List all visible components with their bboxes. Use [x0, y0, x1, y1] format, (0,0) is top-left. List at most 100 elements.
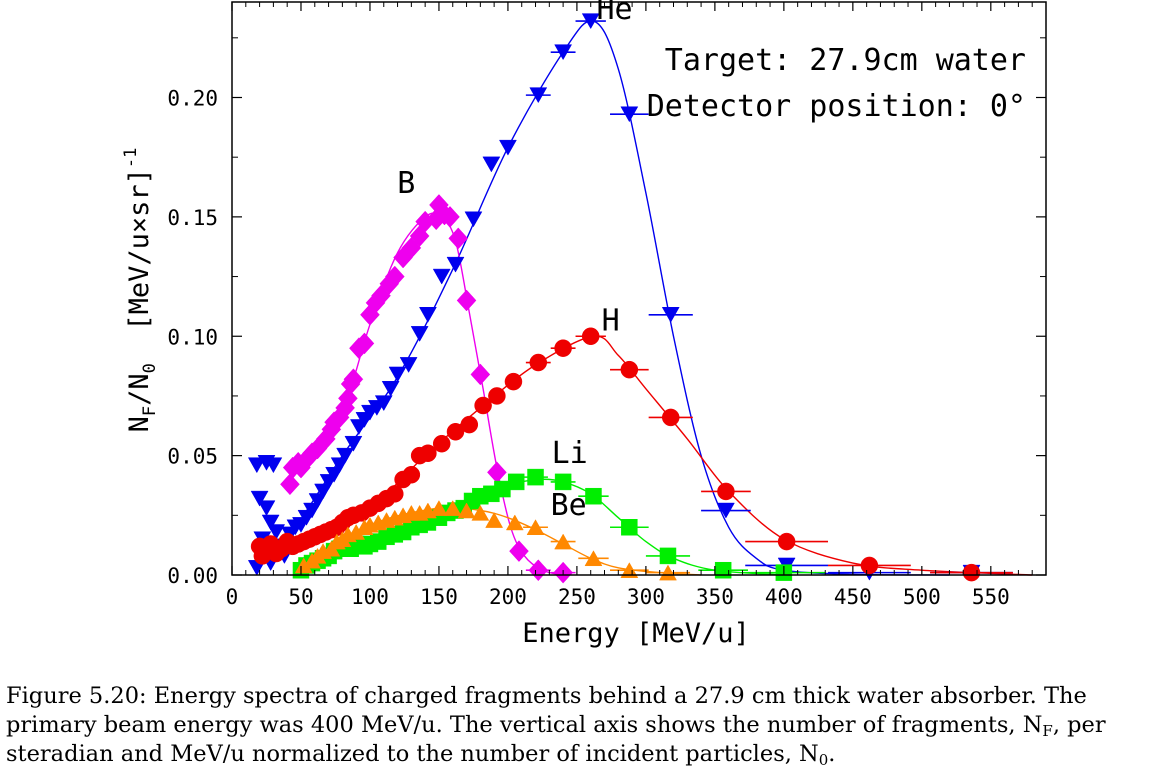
y-tick-label-2: 0.10 — [167, 325, 218, 349]
series-he-point — [410, 326, 429, 342]
series-b-point — [509, 540, 529, 562]
series-he-point — [303, 502, 321, 519]
series-he-point — [529, 87, 548, 104]
caption-line-2: primary beam energy was 400 MeV/u. The v… — [6, 712, 1106, 740]
series-he-curve — [256, 20, 950, 576]
series-li-point — [621, 519, 638, 536]
x-axis-label: Energy [MeV/u] — [522, 618, 750, 649]
series-be-point — [526, 519, 545, 535]
x-tick-label-5: 250 — [558, 585, 596, 609]
series-h-point — [402, 465, 421, 484]
series-h-point — [777, 532, 796, 551]
series-he-point — [264, 457, 283, 474]
series-li-point — [527, 468, 544, 486]
series-b-point — [456, 289, 477, 312]
y-axis-label: NF/N0 [MeV/u×sr]-1 — [121, 148, 160, 433]
caption-line-3: steradian and MeV/u normalized to the nu… — [6, 741, 836, 769]
series-he-point — [257, 500, 276, 517]
series-he-point — [261, 514, 280, 531]
series-be-point — [584, 550, 603, 567]
plot-frame — [231, 1, 1047, 576]
series-he-point — [308, 493, 327, 509]
series-h-point — [432, 434, 451, 453]
series-h-point — [717, 482, 735, 501]
series-he-point — [620, 106, 639, 123]
annotation-detector: Detector position: 0° — [647, 89, 1026, 124]
series-be-point — [505, 514, 524, 531]
series-h-point — [529, 353, 548, 372]
series-he-label: He — [596, 0, 632, 27]
series-he-point — [330, 457, 349, 474]
series-he-point — [432, 268, 451, 285]
series-h-point — [460, 415, 479, 434]
series-he-point — [336, 447, 355, 464]
series-he-point — [446, 256, 465, 273]
x-tick-label-4: 200 — [489, 585, 527, 609]
y-tick-label-0: 0.00 — [167, 564, 218, 588]
x-tick-label-10: 500 — [903, 585, 941, 609]
caption-line-1: Figure 5.20: Energy spectra of charged f… — [6, 683, 1087, 709]
series-b-point — [280, 473, 300, 496]
annotation-target: Target: 27.9cm water — [665, 43, 1026, 78]
series-h-point — [504, 372, 523, 391]
series-he-point — [554, 44, 573, 61]
series-he-point — [388, 366, 407, 383]
series-b-point — [338, 387, 358, 410]
series-li-label: Li — [552, 436, 588, 471]
series-h-point — [488, 387, 506, 405]
series-b-point — [440, 206, 460, 228]
figure-caption: Figure 5.20: Energy spectra of charged f… — [6, 682, 1166, 769]
series-he-point — [581, 13, 600, 30]
series-he-point — [464, 211, 483, 228]
series-b-point — [487, 461, 507, 484]
series-h-point — [581, 327, 600, 345]
x-tick-label-8: 400 — [765, 585, 803, 609]
series-be-point — [430, 500, 448, 516]
series-li-point — [554, 473, 572, 491]
series-b-point — [354, 332, 375, 355]
series-be-label: Be — [551, 488, 587, 523]
series-li-point — [659, 547, 677, 565]
x-tick-label-9: 450 — [834, 585, 872, 609]
y-tick-label-1: 0.05 — [167, 445, 218, 469]
series-he-point — [661, 307, 680, 323]
series-he-point — [381, 381, 400, 397]
series-h-point — [860, 556, 879, 575]
series-be-point — [443, 500, 462, 516]
series-h-point — [661, 408, 680, 427]
energy-spectra-chart: 0 50 100 150 200 250 300 350 400 450 500 550 0.00 0.0… — [121, 0, 1047, 649]
series-he-point — [499, 139, 517, 156]
x-tick-label-1: 50 — [288, 585, 313, 609]
series-b-label: B — [397, 166, 415, 201]
x-tick-label-2: 100 — [351, 585, 389, 609]
y-tick-label-4: 0.20 — [167, 87, 218, 111]
series-be-point — [659, 564, 677, 581]
series-h-point — [386, 485, 404, 503]
series-b-point — [384, 265, 405, 288]
series-be-point — [485, 512, 504, 528]
tick-labels: 0 50 100 150 200 250 300 350 400 450 500 550 0.00 0.0… — [167, 87, 1009, 610]
series-h-point — [554, 339, 572, 357]
x-tick-label-7: 350 — [696, 585, 734, 609]
series-h-point — [446, 423, 465, 441]
x-tick-label-0: 0 — [226, 585, 239, 609]
series-he-point — [418, 307, 437, 323]
x-tick-label-6: 300 — [627, 585, 665, 609]
series-he-point — [374, 395, 393, 412]
series-be-point — [554, 533, 573, 550]
series-he-point — [247, 457, 266, 474]
series-labels: He B H Li Be — [397, 0, 632, 523]
x-tick-label-11: 550 — [972, 585, 1010, 609]
axis-ticks — [231, 2, 1046, 576]
series-h-point — [474, 396, 492, 415]
series-be-point — [457, 502, 476, 519]
y-tick-label-3: 0.15 — [167, 206, 218, 230]
series-li-point — [507, 473, 525, 491]
series-h-point — [419, 444, 437, 462]
series-he-point — [314, 483, 332, 500]
series-he-point — [325, 466, 344, 483]
series-he-point — [267, 524, 286, 541]
series-b-point — [448, 227, 469, 250]
series-be-point — [620, 562, 639, 578]
series-h-label: H — [602, 303, 620, 338]
